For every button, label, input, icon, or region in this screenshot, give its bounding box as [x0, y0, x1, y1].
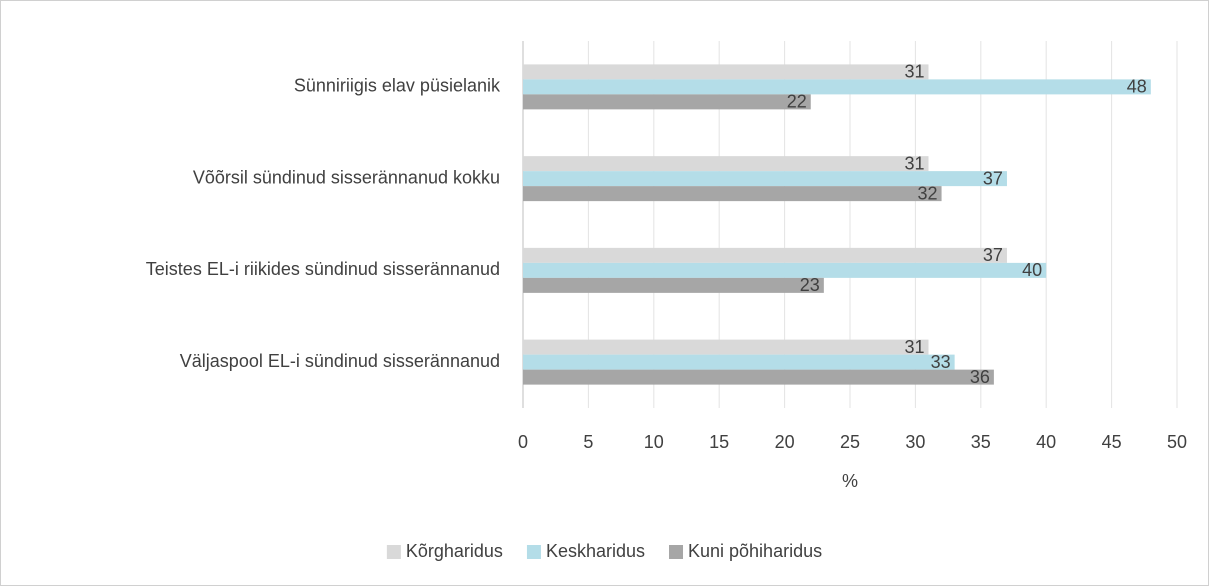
- legend-label: Kõrgharidus: [406, 541, 503, 561]
- x-tick-label: 30: [905, 432, 925, 452]
- x-axis-label: %: [842, 471, 858, 491]
- data-label: 23: [800, 275, 820, 295]
- y-tick-label: Sünniriigis elav püsielanik: [294, 76, 501, 96]
- bar: [523, 94, 811, 110]
- bar: [523, 262, 1047, 278]
- bar: [523, 156, 929, 172]
- data-label: 31: [904, 337, 924, 357]
- data-label: 33: [931, 352, 951, 372]
- bar: [523, 171, 1007, 187]
- legend-label: Keskharidus: [546, 541, 645, 561]
- data-label: 31: [904, 153, 924, 173]
- bar: [523, 339, 929, 355]
- data-label: 36: [970, 367, 990, 387]
- bar: [523, 247, 1007, 263]
- x-tick-label: 5: [583, 432, 593, 452]
- data-label: 37: [983, 245, 1003, 265]
- x-tick-label: 20: [775, 432, 795, 452]
- x-tick-label: 40: [1036, 432, 1056, 452]
- x-tick-label: 15: [709, 432, 729, 452]
- data-label: 37: [983, 168, 1003, 188]
- x-tick-label: 50: [1167, 432, 1187, 452]
- data-label: 22: [787, 92, 807, 112]
- legend-swatch: [386, 545, 401, 559]
- bar: [523, 79, 1151, 95]
- data-label: 32: [918, 183, 938, 203]
- x-tick-label: 45: [1102, 432, 1122, 452]
- bar: [523, 369, 994, 385]
- data-label: 31: [904, 62, 924, 82]
- y-tick-label: Teistes EL-i riikides sündinud sisseränn…: [146, 259, 500, 279]
- x-tick-label: 35: [971, 432, 991, 452]
- y-tick-label: Väljaspool EL-i sündinud sisserännanud: [180, 351, 500, 371]
- legend-swatch: [669, 545, 684, 559]
- x-tick-label: 0: [518, 432, 528, 452]
- legend-label: Kuni põhiharidus: [688, 541, 822, 561]
- y-tick-label: Võõrsil sündinud sisserännanud kokku: [193, 167, 500, 187]
- bar: [523, 64, 929, 80]
- data-label: 40: [1022, 260, 1042, 280]
- bar: [523, 277, 824, 293]
- bar: [523, 186, 942, 202]
- data-label: 48: [1127, 77, 1147, 97]
- bar: [523, 354, 955, 370]
- x-tick-label: 25: [840, 432, 860, 452]
- legend-swatch: [526, 545, 541, 559]
- x-tick-label: 10: [644, 432, 664, 452]
